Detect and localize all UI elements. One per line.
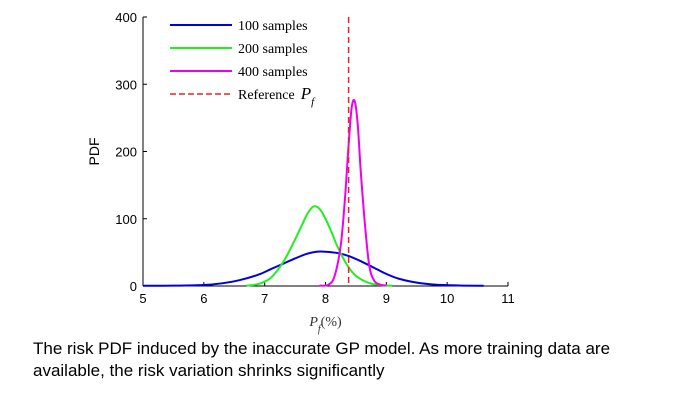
- y-tick-label: 0: [130, 279, 137, 294]
- series-line-400-samples: [319, 98, 387, 287]
- x-tick-label: 7: [261, 291, 268, 306]
- legend: 100 samples 200 samples 400 samples Referen…: [170, 19, 316, 108]
- x-tick-label: 10: [440, 291, 454, 306]
- series-line-100-samples: [142, 250, 484, 287]
- x-axis-label: Pf(%): [308, 315, 342, 335]
- series-line-200-samples: [246, 205, 393, 287]
- plot-lines: [142, 17, 484, 287]
- legend-label: 200 samples: [238, 42, 308, 57]
- y-tick-label: 100: [115, 212, 137, 227]
- x-tick-label: 6: [200, 291, 207, 306]
- axes: 5 6 7 8 9 10 11 0 100 200 300 400 PDF Pf(%): [86, 10, 515, 335]
- legend-label: 100 samples: [238, 19, 308, 34]
- legend-label: 400 samples: [238, 65, 308, 80]
- x-tick-label: 11: [501, 291, 515, 306]
- y-tick-label: 200: [115, 145, 137, 160]
- y-tick-label: 400: [115, 10, 137, 25]
- figure-caption: The risk PDF induced by the inaccurate G…: [33, 339, 611, 380]
- x-tick-label: 9: [383, 291, 390, 306]
- legend-label: Reference Pf: [238, 84, 316, 108]
- y-axis-label: PDF: [86, 138, 102, 166]
- x-tick-label: 5: [139, 291, 146, 306]
- y-tick-label: 300: [115, 77, 137, 92]
- pdf-chart: 5 6 7 8 9 10 11 0 100 200 300 400 PDF Pf(%) 100 sampl…: [86, 10, 515, 335]
- x-tick-label: 8: [322, 291, 329, 306]
